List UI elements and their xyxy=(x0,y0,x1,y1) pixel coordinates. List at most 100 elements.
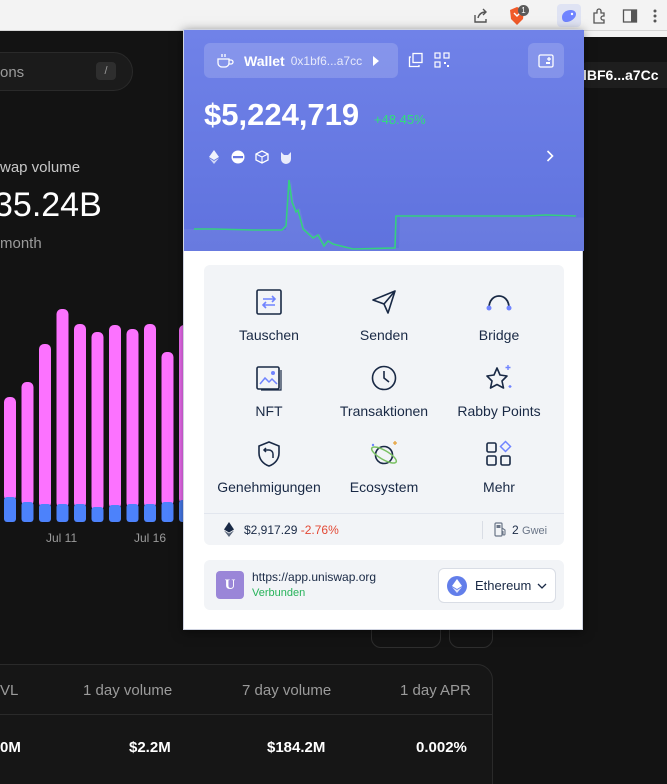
volume-chart xyxy=(4,309,190,522)
chart-bar[interactable] xyxy=(74,324,86,508)
caret-right-icon xyxy=(372,55,380,66)
connected-address[interactable]: lBF6...a7Cc xyxy=(581,62,667,88)
sidebar-toggle-icon[interactable] xyxy=(618,4,642,27)
total-balance: $5,224,719 xyxy=(204,97,360,132)
ethereum-logo-icon xyxy=(447,575,467,596)
toolbar-edge xyxy=(583,31,667,37)
chart-bar[interactable] xyxy=(109,325,121,509)
bridge-icon xyxy=(484,287,514,317)
clock-icon xyxy=(369,363,399,393)
action-mehr[interactable]: Mehr xyxy=(439,435,559,501)
action-nft[interactable]: NFT xyxy=(209,359,329,425)
chart-bar[interactable] xyxy=(126,329,139,508)
wallet-name: Wallet xyxy=(244,52,285,69)
shield-icon xyxy=(254,439,284,469)
price-footer: $2,917.29 -2.76% 2 Gwei xyxy=(204,513,564,545)
chart-bar-segment xyxy=(4,497,16,522)
eth-price-change: -2.76% xyxy=(300,523,339,537)
grid-icon xyxy=(484,439,514,469)
rabby-popup: Wallet 0x1bf6...a7cc $5,224,719 +48.45% xyxy=(183,29,584,630)
rabby-extension-icon[interactable] xyxy=(557,4,581,27)
table-cell: $184.2M xyxy=(267,739,326,756)
browser-toolbar: 1 xyxy=(0,0,667,31)
chart-bar-segment xyxy=(109,505,121,522)
table-header[interactable]: VL xyxy=(0,682,19,699)
chart-bar-segment xyxy=(74,504,86,522)
action-label: Bridge xyxy=(478,327,520,343)
chain-cube-icon xyxy=(254,149,270,165)
volume-title: wap volume xyxy=(0,159,81,176)
gas-pump-icon xyxy=(494,522,507,537)
chain-selector[interactable]: Ethereum xyxy=(438,568,556,603)
chart-bar-segment xyxy=(126,504,139,522)
brave-badge: 1 xyxy=(518,5,529,16)
qr-code-icon[interactable] xyxy=(434,52,450,68)
table-header[interactable]: 1 day volume xyxy=(83,682,173,699)
site-status: Verbunden xyxy=(252,587,306,599)
table-header[interactable]: 1 day APR xyxy=(400,682,471,699)
chart-x-label: Jul 11 xyxy=(46,531,78,545)
eth-price-value: $2,917.29 xyxy=(244,523,298,537)
chart-bar[interactable] xyxy=(21,382,34,506)
chart-x-label: Jul 16 xyxy=(134,531,167,545)
actions-panel: Tauschen Senden Bridge NFT Transaktionen xyxy=(204,265,564,545)
chain-list[interactable] xyxy=(206,149,294,165)
chart-bar-segment xyxy=(161,502,174,522)
chart-bar-segment xyxy=(21,502,34,522)
balance-change: +48.45% xyxy=(374,112,426,127)
action-transaktionen[interactable]: Transaktionen xyxy=(324,359,444,425)
extensions-puzzle-icon[interactable] xyxy=(588,4,612,27)
chart-bar[interactable] xyxy=(39,344,51,508)
action-label: Transaktionen xyxy=(339,403,429,419)
table-cell: 0.002% xyxy=(416,739,467,756)
action-genehmigungen[interactable]: Genehmigungen xyxy=(209,435,329,501)
eth-icon xyxy=(224,522,234,537)
chevron-down-icon xyxy=(537,583,547,589)
add-wallet-button[interactable] xyxy=(528,43,564,78)
coffee-wallet-icon xyxy=(216,53,234,69)
send-icon xyxy=(369,287,399,317)
action-ecosystem[interactable]: Ecosystem xyxy=(324,435,444,501)
chart-bar[interactable] xyxy=(161,352,174,506)
share-icon[interactable] xyxy=(469,4,493,27)
chart-bar-segment xyxy=(144,504,156,522)
chart-bar[interactable] xyxy=(56,309,69,508)
chain-name: Ethereum xyxy=(475,578,532,593)
copy-address-icon[interactable] xyxy=(408,52,424,68)
balance-sparkline xyxy=(184,179,584,251)
wallet-switcher[interactable]: Wallet 0x1bf6...a7cc xyxy=(204,43,398,78)
chart-bar-segment xyxy=(91,507,104,522)
browser-menu-icon[interactable] xyxy=(643,4,667,27)
action-bridge[interactable]: Bridge xyxy=(439,283,559,349)
table-divider xyxy=(0,714,493,715)
chart-bar[interactable] xyxy=(144,324,156,508)
planet-icon xyxy=(369,439,399,469)
star-icon xyxy=(484,363,514,393)
action-label: Genehmigungen xyxy=(217,479,321,495)
eth-icon xyxy=(206,149,222,165)
connected-site: U https://app.uniswap.org Verbunden Ethe… xyxy=(204,560,564,610)
chain-circle-icon xyxy=(230,149,246,165)
action-tauschen[interactable]: Tauschen xyxy=(209,283,329,349)
chart-bar[interactable] xyxy=(4,397,16,501)
table-header[interactable]: 7 day volume xyxy=(242,682,332,699)
pools-table xyxy=(0,664,493,784)
volume-period: month xyxy=(0,235,42,252)
action-senden[interactable]: Senden xyxy=(324,283,444,349)
chart-bar[interactable] xyxy=(91,332,104,511)
chevron-right-icon[interactable] xyxy=(546,150,554,162)
brave-shield-icon[interactable]: 1 xyxy=(505,4,529,27)
action-label: Ecosystem xyxy=(349,479,419,495)
action-label: NFT xyxy=(255,403,283,419)
gas-value: 2 xyxy=(512,523,519,537)
chart-bar-segment xyxy=(39,504,51,522)
action-label: Rabby Points xyxy=(457,403,541,419)
action-label: Tauschen xyxy=(239,327,299,343)
nft-icon xyxy=(254,363,284,393)
action-label: Mehr xyxy=(483,479,515,495)
chart-bar-segment xyxy=(56,504,69,522)
action-rabby-points[interactable]: Rabby Points xyxy=(439,359,559,425)
site-url: https://app.uniswap.org xyxy=(252,570,377,584)
table-cell: 0M xyxy=(0,739,21,756)
action-label: Senden xyxy=(359,327,409,343)
